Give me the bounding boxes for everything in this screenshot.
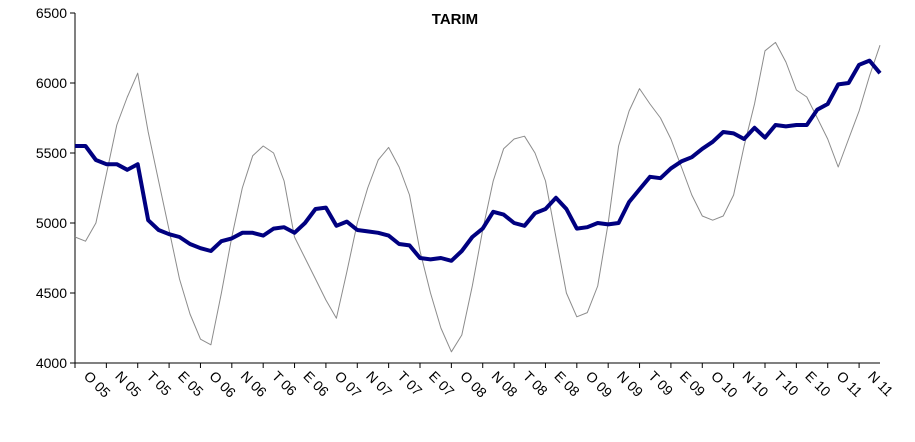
x-tick-label: O 11 [834,368,866,400]
x-tick-label: T 07 [395,368,426,399]
x-tick-label: O 10 [708,368,741,401]
x-tick-label: T 10 [771,368,802,399]
x-tick-label: N 06 [238,368,270,400]
x-tick-label: O 06 [206,368,239,401]
y-tick-label: 6500 [36,5,67,21]
y-tick-label: 6000 [36,75,67,91]
y-tick-label: 4500 [36,285,67,301]
x-tick-label: E 08 [551,368,583,400]
x-tick-label: E 05 [175,368,207,400]
line-series [75,58,882,263]
x-tick-label: O 09 [583,368,616,401]
chart-title: TARIM [432,11,478,28]
x-tick-label: E 07 [426,368,458,400]
x-tick-label: T 08 [520,368,551,399]
y-tick-label: 4000 [36,355,67,371]
x-tick-label: N 05 [112,368,144,400]
x-tick-label: T 09 [645,368,676,399]
line-series [74,41,881,353]
x-tick-label: E 09 [677,368,709,400]
x-tick-label: E 10 [802,368,834,400]
x-tick-label: T 05 [144,368,175,399]
x-tick-label: N 11 [865,368,897,400]
x-tick-label: O 08 [457,368,490,401]
y-tick-label: 5500 [36,145,67,161]
x-tick-label: E 06 [300,368,332,400]
x-tick-label: O 07 [332,368,365,401]
x-tick-label: N 08 [489,368,521,400]
y-tick-label: 5000 [36,215,67,231]
x-tick-label: O 05 [81,368,114,401]
x-tick-label: T 06 [269,368,300,399]
x-tick-label: N 10 [740,368,772,400]
x-tick-label: N 09 [614,368,646,400]
x-tick-label: N 07 [363,368,395,400]
